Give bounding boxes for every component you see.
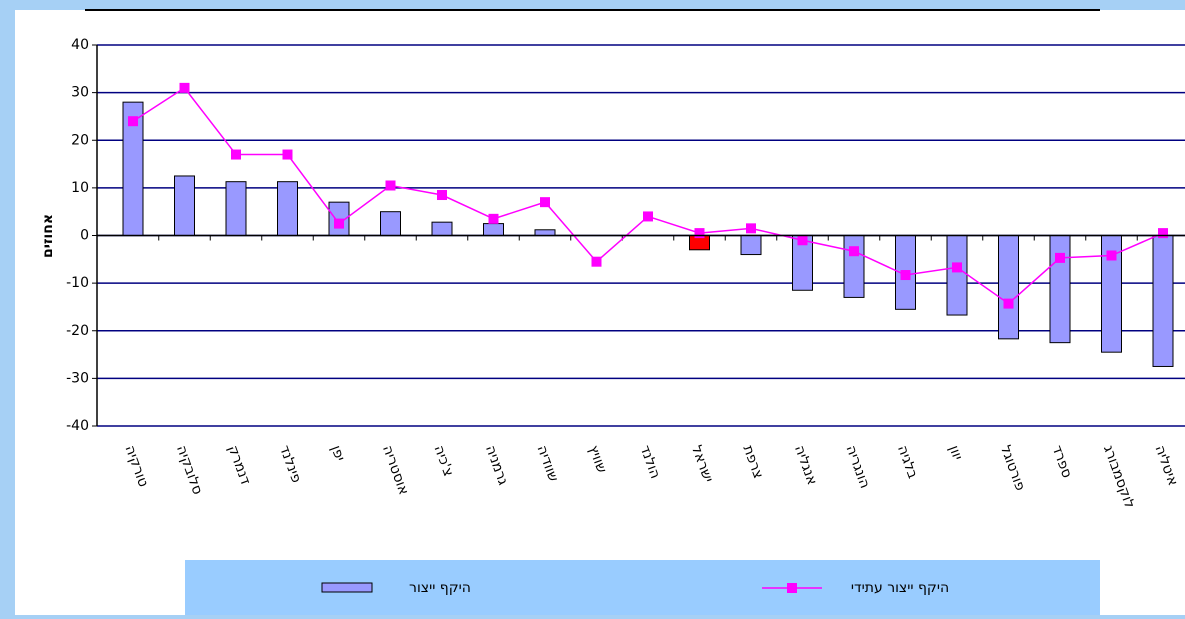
bar [380,211,401,236]
marker [746,223,756,234]
chart-area [15,0,1185,615]
marker [694,228,705,239]
top-band [0,0,1185,10]
marker [643,211,653,222]
y-tick-label: -40 [66,418,89,434]
legend-label: היקף ייצור [409,580,471,596]
marker [128,116,138,127]
marker [540,197,550,208]
bar [1152,235,1174,367]
bar [946,235,968,316]
marker [1055,252,1065,263]
marker [900,270,911,281]
x-tick-label: יפן [327,443,347,463]
legend-label: היקף ייצור עתידי [851,580,949,596]
marker [488,213,499,224]
y-axis-label: אחוזים [40,214,56,258]
marker [591,256,602,267]
legend-swatch [321,582,373,593]
marker [282,149,293,160]
marker [179,82,190,93]
marker [849,246,859,257]
y-tick-label: 20 [71,132,89,148]
bar [225,181,247,236]
y-tick-label: 10 [71,180,89,196]
bar [277,181,298,236]
marker [1158,228,1168,239]
y-tick-label: 0 [80,228,89,244]
legend-marker [787,583,797,593]
bar [1049,235,1071,344]
marker [952,262,962,273]
marker [1003,298,1014,309]
marker [385,180,396,191]
y-tick-label: 30 [71,85,89,101]
x-tick-label: יוון [945,443,965,462]
bar [998,235,1019,340]
marker [437,190,447,201]
bar [431,221,453,236]
bar [534,229,556,237]
marker [231,149,241,160]
bar [740,235,762,256]
bar [483,223,504,236]
y-tick-label: 40 [71,37,89,53]
y-tick-label: -10 [66,275,89,291]
marker [797,235,808,246]
marker [1106,250,1117,261]
marker [334,218,344,229]
bar [174,175,195,236]
bar [843,235,865,298]
y-tick-label: -20 [66,323,89,339]
y-tick-label: -30 [66,370,89,386]
